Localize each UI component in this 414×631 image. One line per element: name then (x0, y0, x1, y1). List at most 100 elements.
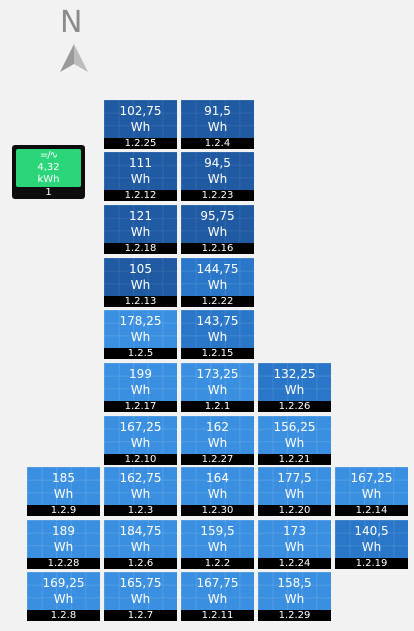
panel-energy-value: 156,25 (273, 420, 316, 434)
panel-id-label: 1.2.1 (181, 401, 254, 412)
solar-panel[interactable]: 105 Wh 1.2.13 (104, 258, 177, 308)
panel-energy-unit: Wh (361, 487, 382, 501)
north-arrow-icon (60, 44, 88, 72)
panel-energy-unit: Wh (207, 278, 228, 292)
panel-energy-value: 158,5 (277, 576, 312, 590)
panel-energy-unit: Wh (130, 120, 151, 134)
solar-panel[interactable]: 167,75 Wh 1.2.11 (181, 572, 254, 622)
panel-energy-unit: Wh (284, 592, 305, 606)
panel-energy-value: 199 (129, 367, 152, 381)
solar-panel[interactable]: 177,5 Wh 1.2.20 (258, 467, 331, 517)
solar-panel[interactable]: 189 Wh 1.2.28 (27, 520, 100, 570)
panel-energy-unit: Wh (207, 172, 228, 186)
panel-energy-unit: Wh (207, 592, 228, 606)
panel-energy-unit: Wh (130, 278, 151, 292)
panel-energy-unit: Wh (53, 540, 74, 554)
panel-id-label: 1.2.26 (258, 401, 331, 412)
solar-panel[interactable]: 167,25 Wh 1.2.14 (335, 467, 408, 517)
panel-energy-unit: Wh (207, 383, 228, 397)
solar-panel[interactable]: 158,5 Wh 1.2.29 (258, 572, 331, 622)
panel-energy-value: 169,25 (42, 576, 85, 590)
panel-readout: 164 Wh (181, 467, 254, 505)
panel-id-label: 1.2.7 (104, 610, 177, 621)
panel-id-label: 1.2.19 (335, 558, 408, 569)
panel-energy-value: 167,25 (350, 471, 393, 485)
panel-energy-unit: Wh (284, 540, 305, 554)
panel-readout: 199 Wh (104, 363, 177, 401)
solar-panel[interactable]: 132,25 Wh 1.2.26 (258, 363, 331, 413)
solar-panel[interactable]: 91,5 Wh 1.2.4 (181, 100, 254, 150)
panel-energy-value: 111 (129, 156, 152, 170)
solar-panel[interactable]: 199 Wh 1.2.17 (104, 363, 177, 413)
panel-readout: 173,25 Wh (181, 363, 254, 401)
solar-panel[interactable]: 94,5 Wh 1.2.23 (181, 152, 254, 202)
solar-panel[interactable]: 178,25 Wh 1.2.5 (104, 310, 177, 360)
panel-energy-unit: Wh (207, 436, 228, 450)
solar-panel[interactable]: 185 Wh 1.2.9 (27, 467, 100, 517)
panel-readout: 144,75 Wh (181, 258, 254, 296)
compass-north-letter: N (60, 5, 83, 40)
panel-id-label: 1.2.6 (104, 558, 177, 569)
panel-energy-unit: Wh (130, 172, 151, 186)
panel-energy-value: 105 (129, 262, 152, 276)
panel-id-label: 1.2.14 (335, 505, 408, 516)
solar-panel[interactable]: 140,5 Wh 1.2.19 (335, 520, 408, 570)
panel-id-label: 1.2.3 (104, 505, 177, 516)
panel-energy-unit: Wh (284, 436, 305, 450)
panel-energy-value: 102,75 (119, 104, 162, 118)
solar-panel[interactable]: 102,75 Wh 1.2.25 (104, 100, 177, 150)
panel-id-label: 1.2.23 (181, 190, 254, 201)
panel-id-label: 1.2.13 (104, 296, 177, 307)
panel-energy-unit: Wh (284, 383, 305, 397)
panel-id-label: 1.2.2 (181, 558, 254, 569)
solar-panel[interactable]: 156,25 Wh 1.2.21 (258, 416, 331, 466)
panel-readout: 132,25 Wh (258, 363, 331, 401)
panel-id-label: 1.2.24 (258, 558, 331, 569)
solar-panel[interactable]: 173,25 Wh 1.2.1 (181, 363, 254, 413)
inverter-energy-value: 4,32 (37, 162, 60, 173)
panel-energy-unit: Wh (130, 383, 151, 397)
solar-panel[interactable]: 184,75 Wh 1.2.6 (104, 520, 177, 570)
panel-id-label: 1.2.18 (104, 243, 177, 254)
solar-panel[interactable]: 169,25 Wh 1.2.8 (27, 572, 100, 622)
solar-panel[interactable]: 167,25 Wh 1.2.10 (104, 416, 177, 466)
inverter-icon: =/∿ (39, 150, 58, 161)
panel-energy-value: 165,75 (119, 576, 162, 590)
panel-energy-unit: Wh (130, 436, 151, 450)
solar-panel[interactable]: 164 Wh 1.2.30 (181, 467, 254, 517)
solar-panel[interactable]: 95,75 Wh 1.2.16 (181, 205, 254, 255)
panel-id-label: 1.2.28 (27, 558, 100, 569)
panel-id-label: 1.2.12 (104, 190, 177, 201)
solar-panel[interactable]: 143,75 Wh 1.2.15 (181, 310, 254, 360)
panel-id-label: 1.2.5 (104, 348, 177, 359)
panel-energy-unit: Wh (130, 592, 151, 606)
panel-energy-value: 143,75 (196, 314, 239, 328)
panel-readout: 91,5 Wh (181, 100, 254, 138)
panel-id-label: 1.2.22 (181, 296, 254, 307)
panel-energy-unit: Wh (207, 330, 228, 344)
panel-energy-value: 144,75 (196, 262, 239, 276)
compass: N (56, 6, 92, 72)
panel-energy-value: 178,25 (119, 314, 162, 328)
panel-readout: 159,5 Wh (181, 520, 254, 558)
solar-panel[interactable]: 144,75 Wh 1.2.22 (181, 258, 254, 308)
solar-panel[interactable]: 162 Wh 1.2.27 (181, 416, 254, 466)
panel-readout: 162 Wh (181, 416, 254, 454)
panel-readout: 167,75 Wh (181, 572, 254, 610)
panel-energy-unit: Wh (284, 487, 305, 501)
solar-panel[interactable]: 173 Wh 1.2.24 (258, 520, 331, 570)
solar-panel[interactable]: 162,75 Wh 1.2.3 (104, 467, 177, 517)
panel-readout: 95,75 Wh (181, 205, 254, 243)
solar-panel[interactable]: 165,75 Wh 1.2.7 (104, 572, 177, 622)
panel-readout: 158,5 Wh (258, 572, 331, 610)
inverter-tile[interactable]: =/∿ 4,32 kWh 1 (12, 145, 85, 199)
panel-readout: 167,25 Wh (335, 467, 408, 505)
solar-panel[interactable]: 159,5 Wh 1.2.2 (181, 520, 254, 570)
solar-panel[interactable]: 111 Wh 1.2.12 (104, 152, 177, 202)
panel-energy-value: 173,25 (196, 367, 239, 381)
panel-energy-value: 167,75 (196, 576, 239, 590)
inverter-energy-unit: kWh (37, 174, 60, 185)
solar-panel[interactable]: 121 Wh 1.2.18 (104, 205, 177, 255)
panel-id-label: 1.2.20 (258, 505, 331, 516)
panel-readout: 165,75 Wh (104, 572, 177, 610)
